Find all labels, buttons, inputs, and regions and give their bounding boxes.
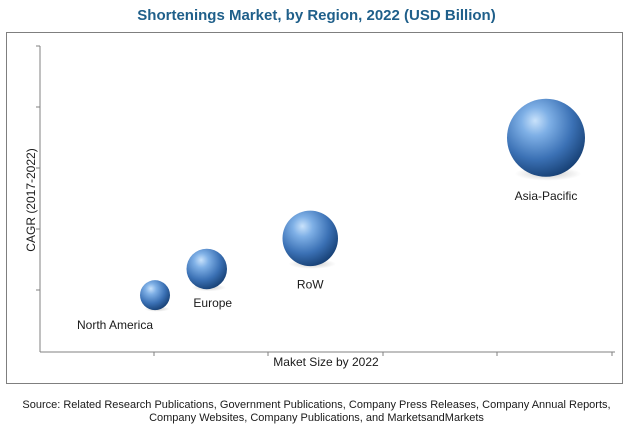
bubble-label: Asia-Pacific — [515, 189, 578, 203]
y-axis-label: CAGR (2017-2022) — [24, 148, 38, 251]
bubble-label: North America — [77, 318, 153, 332]
bubble-north-america — [140, 280, 170, 311]
bubble-europe — [186, 248, 227, 290]
bubbles: North America Europe RoW Asia-Pacific — [77, 98, 585, 332]
bubble-label: RoW — [297, 277, 324, 291]
axes — [36, 45, 615, 356]
bubble-label: Europe — [193, 296, 232, 310]
bubble-asia-pacific — [507, 98, 585, 177]
source-note: Source: Related Research Publications, G… — [22, 399, 611, 424]
chart-title: Shortenings Market, by Region, 2022 (USD… — [137, 7, 496, 24]
chart-frame — [6, 32, 623, 384]
bubble-row — [282, 210, 338, 267]
x-axis-label: Maket Size by 2022 — [273, 355, 379, 369]
